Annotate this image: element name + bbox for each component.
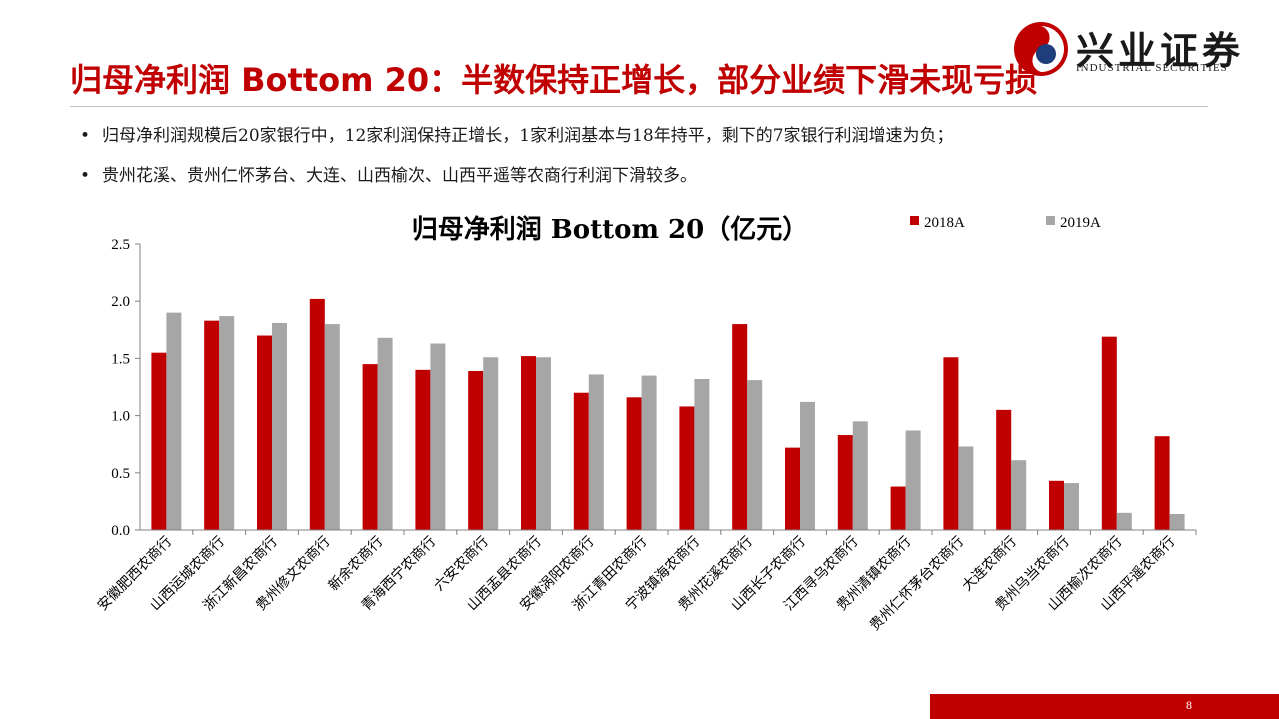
bar-2019A-6 — [483, 357, 499, 530]
bar-2018A-10 — [679, 406, 695, 530]
x-tick-label: 贵州仁怀茅台农商行 — [867, 534, 967, 634]
bar-2018A-5 — [415, 369, 431, 530]
logo-text-cn: 兴业证券 — [1076, 28, 1245, 73]
bar-2019A-19 — [1169, 513, 1185, 530]
bar-2019A-11 — [747, 380, 763, 530]
bar-2019A-16 — [1011, 460, 1027, 530]
chart-legend: 2018A 2019A — [910, 215, 1101, 231]
bullet-item: • 归母净利润规模后20家银行中，12家利润保持正增长，1家利润基本与18年持平，… — [80, 124, 954, 148]
bullet-dot-icon: • — [80, 126, 91, 146]
bar-2018A-11 — [732, 324, 748, 530]
bar-2018A-12 — [785, 447, 800, 530]
bar-2018A-17 — [1049, 480, 1064, 530]
bar-2019A-13 — [852, 421, 868, 530]
bar-2019A-4 — [377, 337, 393, 530]
bar-2019A-9 — [641, 375, 657, 530]
logo-emblem-icon — [1014, 22, 1068, 76]
bar-2018A-15 — [943, 357, 959, 530]
legend-swatch — [1046, 216, 1055, 225]
y-tick-label: 0.5 — [111, 466, 130, 482]
page-number: 8 — [1186, 698, 1192, 712]
legend-label: 2018A — [924, 215, 965, 231]
bar-2018A-0 — [151, 352, 167, 530]
company-logo: 兴业证券 INDUSTRIAL SECURITIES — [1012, 18, 1272, 78]
bar-2018A-19 — [1154, 436, 1170, 530]
bar-2018A-9 — [626, 397, 642, 530]
bullet-dot-icon: • — [80, 166, 91, 186]
bar-2019A-10 — [694, 378, 710, 530]
bar-2018A-2 — [257, 335, 272, 530]
bar-series — [151, 298, 1185, 530]
bar-2018A-4 — [362, 364, 378, 530]
bullet-item: • 贵州花溪、贵州仁怀茅台、大连、山西榆次、山西平遥等农商行利润下滑较多。 — [80, 164, 954, 188]
bar-2019A-1 — [219, 316, 235, 530]
chart-title: 归母净利润 Bottom 20（亿元） — [412, 214, 808, 245]
page-title: 归母净利润 Bottom 20：半数保持正增长，部分业绩下滑未现亏损 — [70, 61, 1038, 99]
bar-2018A-6 — [468, 370, 484, 530]
header-divider — [70, 106, 1208, 107]
y-tick-label: 2.5 — [111, 237, 130, 253]
bar-2018A-13 — [837, 435, 853, 530]
bullet-text: 贵州花溪、贵州仁怀茅台、大连、山西榆次、山西平遥等农商行利润下滑较多。 — [102, 166, 697, 186]
bullet-list: • 归母净利润规模后20家银行中，12家利润保持正增长，1家利润基本与18年持平，… — [80, 124, 954, 204]
bar-2018A-1 — [204, 320, 220, 530]
bar-2018A-7 — [521, 356, 536, 530]
bar-2018A-14 — [890, 486, 906, 530]
y-axis: 0.0 0.5 1.0 1.5 2.0 2.5 — [111, 237, 141, 539]
bar-2019A-17 — [1064, 483, 1079, 530]
bar-2018A-3 — [309, 298, 325, 530]
legend-swatch — [910, 216, 919, 225]
bullet-text: 归母净利润规模后20家银行中，12家利润保持正增长，1家利润基本与18年持平，剩… — [102, 126, 954, 146]
logo-text-en: INDUSTRIAL SECURITIES — [1076, 62, 1228, 74]
y-tick-label: 1.5 — [111, 351, 130, 367]
bar-2018A-16 — [996, 409, 1012, 530]
legend-label: 2019A — [1060, 215, 1101, 231]
bar-chart: 归母净利润 Bottom 20（亿元） 2018A 2019A 0.0 0.5 1.0… — [95, 214, 1197, 634]
bar-2019A-14 — [905, 430, 921, 530]
bar-2019A-0 — [166, 312, 182, 530]
bar-2018A-8 — [573, 392, 589, 530]
bar-2019A-5 — [430, 343, 446, 530]
bar-2019A-2 — [272, 322, 287, 530]
y-tick-label: 0.0 — [111, 523, 130, 539]
bar-2018A-18 — [1101, 336, 1117, 530]
bar-2019A-12 — [800, 401, 815, 530]
bar-2019A-3 — [324, 324, 340, 530]
bar-2019A-18 — [1116, 512, 1132, 530]
footer-bar — [930, 694, 1279, 719]
bar-2019A-8 — [588, 374, 604, 530]
x-axis: 安徽肥西农商行山西运城农商行浙江新昌农商行贵州修文农商行新余农商行青海西宁农商行… — [95, 529, 1197, 634]
y-tick-label: 1.0 — [111, 409, 130, 425]
y-tick-label: 2.0 — [111, 294, 130, 310]
bar-2019A-7 — [536, 357, 551, 530]
bar-2019A-15 — [958, 446, 974, 530]
